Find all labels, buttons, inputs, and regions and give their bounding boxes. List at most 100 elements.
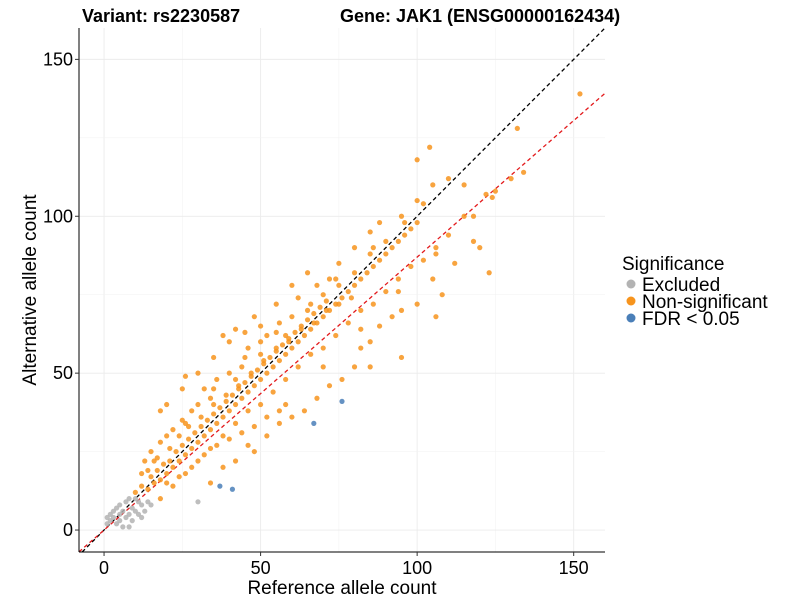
data-point-non-significant [395,238,401,244]
data-point-non-significant [304,270,311,276]
data-point-non-significant [198,423,204,430]
data-point-non-significant [195,401,201,408]
data-point-non-significant [220,332,226,339]
data-point-non-significant [261,357,267,364]
data-point-non-significant [348,295,354,301]
data-point-non-significant [217,405,223,411]
data-point-non-significant [486,270,492,276]
y-axis-label: Alternative allele count [20,194,41,386]
y-tick-label: 150 [43,49,73,69]
data-point-non-significant [314,282,320,288]
data-point-non-significant [351,364,358,370]
data-point-non-significant [370,263,376,270]
data-point-non-significant [408,226,414,232]
axes [78,28,605,553]
data-point-non-significant [257,339,264,345]
data-point-non-significant [148,448,154,455]
legend: Significance Excluded Non-significant FD… [622,254,768,330]
data-point-non-significant [433,245,439,251]
data-point-non-significant [367,229,373,235]
data-point-non-significant [226,408,232,414]
data-point-non-significant [414,197,420,204]
data-point-non-significant [358,345,364,351]
data-point-non-significant [577,91,583,97]
data-point-non-significant [245,408,251,414]
data-point-excluded [129,518,135,524]
data-point-non-significant [257,351,264,357]
data-point-non-significant [214,420,220,426]
data-point-non-significant [273,329,279,335]
data-point-non-significant [204,417,210,423]
data-point-non-significant [351,245,358,251]
data-point-non-significant [145,467,151,474]
x-tick-label: 100 [402,558,432,578]
x-axis-label: Reference allele count [247,578,437,599]
data-point-non-significant [279,342,286,348]
x-tick-label: 150 [559,558,589,578]
data-point-non-significant [336,282,342,288]
data-point-non-significant [264,370,270,376]
data-point-non-significant [232,458,239,464]
data-point-non-significant [489,194,495,201]
data-point-non-significant [433,251,439,257]
data-point-non-significant [351,282,358,288]
data-point-non-significant [182,373,189,379]
data-point-non-significant [508,176,514,182]
data-point-non-significant [430,182,436,188]
data-point-excluded [139,514,145,521]
data-point-non-significant [245,389,251,395]
data-point-excluded [120,508,126,514]
data-point-non-significant [383,238,389,244]
data-point-non-significant [323,307,329,313]
data-point-non-significant [370,301,376,307]
data-point-non-significant [351,270,358,276]
data-point-non-significant [295,364,301,370]
data-point-non-significant [211,386,217,392]
data-point-non-significant [283,332,289,339]
data-point-non-significant [251,383,257,389]
data-point-non-significant [176,458,182,464]
data-point-non-significant [276,320,282,326]
data-point-non-significant [367,339,373,345]
data-point-non-significant [182,470,189,477]
data-point-non-significant [257,401,264,408]
data-point-non-significant [236,383,242,389]
data-point-non-significant [273,345,279,351]
data-point-non-significant [367,364,373,370]
data-point-non-significant [164,480,170,486]
data-point-non-significant [427,144,433,150]
data-point-non-significant [289,282,295,288]
data-point-non-significant [257,323,264,329]
data-point-non-significant [223,392,229,398]
data-point-non-significant [179,386,185,392]
data-point-non-significant [239,364,245,370]
data-point-non-significant [185,423,192,430]
data-point-non-significant [267,354,273,361]
data-point-non-significant [276,408,282,414]
data-point-non-significant [295,339,301,345]
data-point-non-significant [289,414,295,420]
data-point-non-significant [239,395,245,401]
data-point-non-significant [226,370,232,376]
data-point-non-significant [439,292,445,298]
data-point-non-significant [185,436,192,442]
data-point-non-significant [242,354,248,361]
data-point-non-significant [314,395,320,401]
data-point-non-significant [195,458,201,464]
data-point-non-significant [223,398,229,404]
data-point-non-significant [320,292,326,298]
data-point-excluded [110,514,117,521]
data-point-non-significant [376,219,383,226]
data-point-non-significant [370,245,376,251]
data-point-fdr-0-05 [229,486,236,492]
data-point-non-significant [154,467,160,474]
data-point-non-significant [389,245,395,251]
data-point-fdr-0-05 [339,398,345,404]
data-point-non-significant [164,401,170,408]
data-point-non-significant [207,445,214,452]
data-point-non-significant [211,354,217,361]
data-point-excluded [139,502,145,508]
data-point-non-significant [176,474,182,480]
data-point-non-significant [145,486,151,492]
data-point-non-significant [264,414,270,420]
